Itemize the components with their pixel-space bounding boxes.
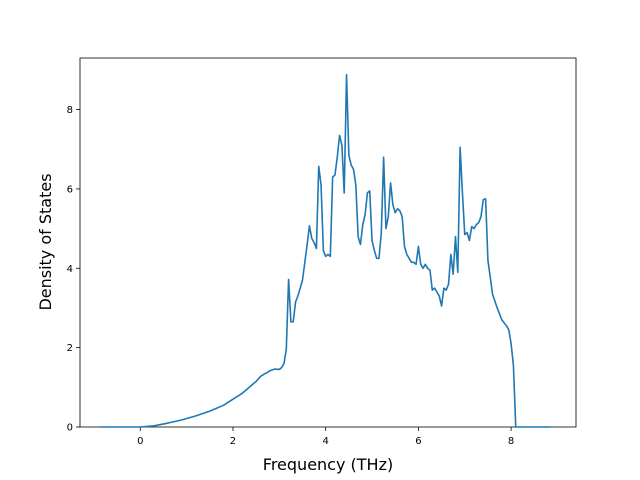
- dos-curve: [100, 73, 551, 428]
- y-axis-ticks: 0 2 4 6 8: [67, 105, 80, 434]
- x-tick-label: 6: [415, 436, 421, 447]
- y-tick-label: 8: [67, 105, 73, 116]
- x-tick-label: 8: [508, 436, 514, 447]
- y-axis-label: Density of States: [36, 173, 55, 310]
- x-axis-label: Frequency (THz): [263, 455, 393, 474]
- plot-frame: [79, 57, 577, 428]
- y-tick-label: 0: [67, 423, 73, 434]
- x-tick-label: 0: [137, 436, 143, 447]
- y-tick-label: 2: [67, 343, 73, 354]
- y-tick-label: 6: [67, 184, 73, 195]
- x-axis-ticks: 0 2 4 6 8: [137, 427, 514, 447]
- x-tick-label: 2: [230, 436, 236, 447]
- y-tick-label: 4: [67, 264, 73, 275]
- x-tick-label: 4: [322, 436, 328, 447]
